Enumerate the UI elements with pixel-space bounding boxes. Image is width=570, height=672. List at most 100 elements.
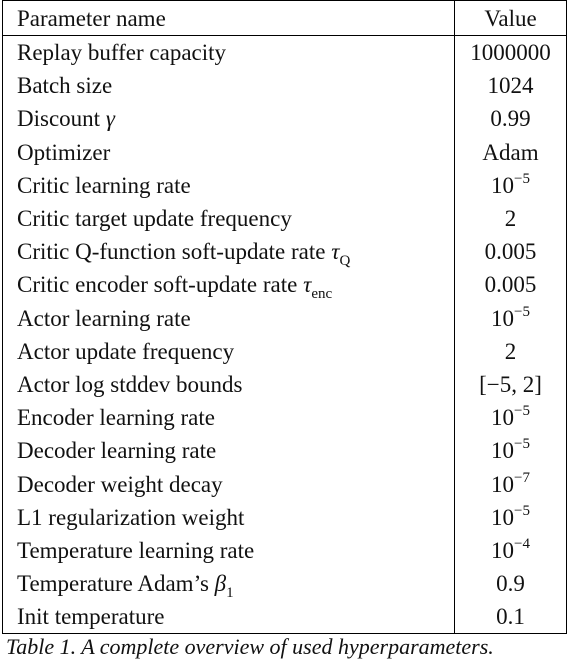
parameter-value-cell: 10−5 (455, 401, 567, 434)
value-base: 10 (491, 438, 515, 464)
parameter-name-text: L1 regularization weight (17, 504, 245, 530)
parameter-name-cell: L1 regularization weight (2, 500, 455, 534)
value-text: 2 (504, 206, 517, 232)
value-base: 10 (491, 537, 515, 563)
table-row: Critic target update frequency 2 (2, 201, 567, 236)
parameter-name-cell: Critic target update frequency (2, 201, 455, 236)
parameter-value-cell: 10−5 (455, 302, 567, 335)
table-row: Encoder learning rate 10−5 (2, 401, 567, 435)
parameter-name-cell: Actor update frequency (2, 334, 455, 368)
hyperparameter-table-container: Parameter name Value Replay buffer capac… (2, 0, 567, 635)
header-row: Parameter name Value (2, 0, 567, 36)
parameter-name-cell: Optimizer (2, 135, 455, 169)
parameter-name-cell: Critic encoder soft-update rate τenc (2, 268, 455, 303)
table-row: Temperature learning rate 10−4 (2, 533, 567, 567)
parameter-value-cell: [−5, 2] (455, 368, 567, 401)
parameter-value-cell: 1000000 (455, 36, 567, 70)
parameter-value-cell: 0.005 (455, 235, 567, 268)
parameter-symbol: τ (303, 272, 312, 298)
parameter-value-cell: Adam (455, 136, 567, 169)
value-text: 0.99 (490, 106, 531, 132)
hyperparameter-table: Parameter name Value Replay buffer capac… (2, 0, 567, 635)
table-header: Parameter name Value (2, 0, 567, 36)
parameter-value-cell: 10−5 (455, 501, 567, 534)
parameter-value-cell: 10−5 (455, 434, 567, 467)
parameter-value-cell: 2 (455, 335, 567, 368)
parameter-name-text: Actor learning rate (17, 305, 191, 331)
parameter-name-text: Decoder weight decay (17, 471, 223, 497)
parameter-name-cell: Temperature Adam’s β1 (2, 567, 455, 602)
parameter-value-cell: 10−4 (455, 534, 567, 567)
table-row: Critic encoder soft-update rate τenc 0.00… (2, 268, 567, 303)
parameter-name-cell: Decoder weight decay (2, 467, 455, 501)
parameter-name-text: Decoder learning rate (17, 438, 217, 464)
parameter-name-text: Temperature learning rate (17, 537, 255, 563)
header-parameter-name: Parameter name (2, 0, 455, 36)
parameter-name-cell: Replay buffer capacity (2, 35, 455, 70)
parameter-name-cell: Temperature learning rate (2, 533, 455, 567)
table-row: Decoder learning rate 10−5 (2, 434, 567, 468)
parameter-symbol-subscript: enc (311, 286, 333, 303)
value-exponent: −5 (514, 502, 530, 519)
parameter-name-text: Init temperature (17, 604, 165, 630)
value-text: 0.005 (484, 272, 537, 298)
table-caption: Table 1. A complete overview of used hyp… (6, 634, 494, 659)
value-exponent: −5 (514, 436, 530, 453)
table-row: Optimizer Adam (2, 135, 567, 169)
parameter-symbol-subscript: Q (339, 253, 351, 270)
table-row: Actor log stddev bounds [−5, 2] (2, 367, 567, 402)
parameter-name-cell: Critic Q-function soft-update rate τQ (2, 235, 455, 270)
table-row: Temperature Adam’s β1 0.9 (2, 567, 567, 602)
parameter-symbol: β (214, 571, 227, 597)
table-row: Decoder weight decay 10−7 (2, 467, 567, 501)
parameter-name-text: Batch size (17, 73, 113, 99)
parameter-value-cell: 10−7 (455, 467, 567, 500)
value-text: 1024 (487, 73, 534, 99)
table-row: Critic learning rate 10−5 (2, 168, 567, 202)
parameter-name-cell: Actor learning rate (2, 301, 455, 335)
parameter-name-cell: Actor log stddev bounds (2, 367, 455, 402)
value-base: 10 (491, 172, 515, 198)
parameter-name-text: Actor update frequency (17, 338, 235, 364)
value-text: [−5, 2] (479, 371, 542, 397)
value-text: 0.005 (484, 239, 537, 265)
parameter-name-text: Optimizer (17, 139, 111, 165)
parameter-name-text: Discount (17, 106, 101, 132)
parameter-symbol: τ (331, 239, 340, 265)
value-base: 10 (491, 405, 515, 431)
parameter-symbol: γ (105, 106, 115, 132)
value-text: 0.9 (496, 571, 525, 597)
parameter-name-text: Actor log stddev bounds (17, 371, 243, 397)
value-base: 10 (491, 471, 515, 497)
parameter-name-cell: Init temperature (2, 600, 455, 634)
parameter-name-text: Critic target update frequency (17, 206, 292, 232)
parameter-symbol-subscript: 1 (226, 585, 234, 602)
table-body: Replay buffer capacity 1000000 Batch size 1… (2, 35, 567, 634)
parameter-value-cell: 0.005 (455, 268, 567, 301)
value-text: Adam (482, 139, 539, 165)
parameter-name-cell: Decoder learning rate (2, 434, 455, 468)
value-text: 0.1 (496, 604, 525, 630)
parameter-name-text: Temperature Adam’s (17, 571, 209, 597)
parameter-value-cell: 0.99 (455, 102, 567, 135)
parameter-name-text: Encoder learning rate (17, 405, 215, 431)
parameter-name-text: Critic encoder soft-update rate (17, 272, 298, 298)
value-exponent: −5 (514, 303, 530, 320)
table-row: Actor learning rate 10−5 (2, 301, 567, 335)
parameter-name-text: Critic learning rate (17, 172, 191, 198)
parameter-name-cell: Batch size (2, 69, 455, 103)
value-base: 10 (491, 305, 515, 331)
parameter-name-text: Replay buffer capacity (17, 40, 227, 66)
parameter-value-cell: 0.9 (455, 567, 567, 600)
parameter-name-cell: Discount γ (2, 102, 455, 136)
table-row: Discount γ 0.99 (2, 102, 567, 136)
value-exponent: −7 (514, 469, 530, 486)
parameter-value-cell: 2 (455, 202, 567, 235)
value-text: 1000000 (470, 40, 551, 66)
header-value: Value (484, 5, 537, 31)
parameter-value-cell: 0.1 (455, 600, 567, 634)
parameter-value-cell: 10−5 (455, 169, 567, 202)
table-row: Batch size 1024 (2, 69, 567, 103)
table-row: Replay buffer capacity 1000000 (2, 35, 567, 70)
table-row: Actor update frequency 2 (2, 334, 567, 368)
